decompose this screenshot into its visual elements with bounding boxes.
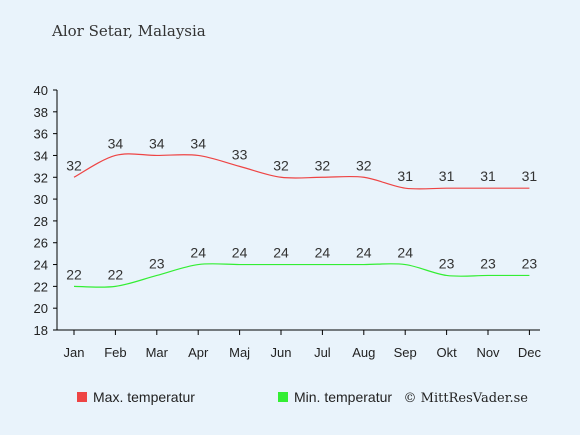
x-tick-label: Maj bbox=[229, 345, 250, 360]
x-tick-label: Jun bbox=[271, 345, 292, 360]
min-data-label: 22 bbox=[108, 266, 124, 282]
max-data-label: 31 bbox=[480, 168, 496, 184]
y-tick-label: 20 bbox=[34, 301, 48, 316]
x-tick-label: Sep bbox=[394, 345, 417, 360]
max-data-label: 32 bbox=[315, 157, 331, 173]
x-tick-label: Okt bbox=[436, 345, 457, 360]
min-data-label: 24 bbox=[356, 245, 372, 261]
max-temperature-line bbox=[73, 153, 530, 190]
y-tick-label: 18 bbox=[34, 323, 48, 338]
min-data-label: 23 bbox=[149, 255, 165, 271]
y-tick-label: 38 bbox=[34, 105, 48, 120]
x-tick-label: Feb bbox=[104, 345, 126, 360]
chart-title: Alor Setar, Malaysia bbox=[51, 22, 206, 40]
legend-swatch-min bbox=[278, 392, 288, 402]
legend-label-min: Min. temperatur bbox=[294, 389, 392, 405]
min-data-label: 24 bbox=[232, 245, 248, 261]
legend-swatch-max bbox=[77, 392, 87, 402]
x-tick-label: Jan bbox=[64, 345, 85, 360]
max-data-label: 32 bbox=[66, 157, 82, 173]
max-data-label: 34 bbox=[149, 135, 165, 151]
min-data-label: 24 bbox=[273, 245, 289, 261]
min-data-label: 24 bbox=[190, 245, 206, 261]
min-data-label: 24 bbox=[397, 245, 413, 261]
y-axis-ticks: 18 20 22 24 26 28 30 32 34 36 38 40 bbox=[34, 83, 57, 338]
y-tick-label: 26 bbox=[34, 236, 48, 251]
max-data-label: 32 bbox=[356, 157, 372, 173]
x-tick-label: Jul bbox=[314, 345, 331, 360]
y-tick-label: 36 bbox=[34, 127, 48, 142]
max-data-label: 34 bbox=[108, 135, 124, 151]
x-tick-label: Dec bbox=[518, 345, 542, 360]
y-tick-label: 30 bbox=[34, 192, 48, 207]
max-data-label: 33 bbox=[232, 146, 248, 162]
y-tick-label: 22 bbox=[34, 279, 48, 294]
min-data-label: 23 bbox=[439, 255, 455, 271]
data-labels: 32 34 34 34 33 32 32 32 31 31 31 31 22 22 23 24 24 24 24 24… bbox=[66, 135, 537, 282]
min-data-label: 23 bbox=[522, 255, 538, 271]
min-data-label: 24 bbox=[315, 245, 331, 261]
max-data-label: 32 bbox=[273, 157, 289, 173]
max-data-label: 31 bbox=[439, 168, 455, 184]
credit-text: © MittResVader.se bbox=[404, 391, 529, 406]
y-tick-label: 40 bbox=[34, 83, 48, 98]
legend: Max. temperatur Min. temperatur bbox=[77, 389, 392, 405]
legend-label-max: Max. temperatur bbox=[93, 389, 195, 405]
x-tick-label: Apr bbox=[188, 345, 209, 360]
min-data-label: 23 bbox=[480, 255, 496, 271]
max-data-label: 31 bbox=[522, 168, 538, 184]
x-tick-label: Nov bbox=[476, 345, 500, 360]
min-temperature-line bbox=[73, 263, 530, 288]
min-data-label: 22 bbox=[66, 266, 82, 282]
y-tick-label: 24 bbox=[34, 258, 48, 273]
y-tick-label: 34 bbox=[34, 148, 48, 163]
series-lines bbox=[73, 153, 530, 288]
x-tick-label: Aug bbox=[352, 345, 375, 360]
axes bbox=[56, 90, 540, 331]
x-tick-label: Mar bbox=[146, 345, 169, 360]
x-axis-ticks: Jan Feb Mar Apr Maj Jun Jul Aug Sep Okt Nov Dec bbox=[64, 330, 542, 360]
max-data-label: 31 bbox=[397, 168, 413, 184]
y-tick-label: 28 bbox=[34, 214, 48, 229]
y-tick-label: 32 bbox=[34, 170, 48, 185]
max-data-label: 34 bbox=[190, 135, 206, 151]
